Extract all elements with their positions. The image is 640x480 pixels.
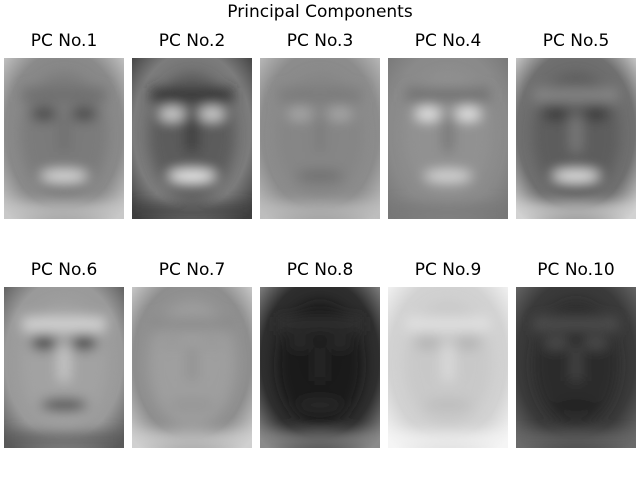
- eigenface-image: [4, 287, 124, 448]
- right-eye-region: [327, 107, 353, 121]
- component-panel: PC No.3: [260, 31, 380, 219]
- nose-region: [570, 347, 582, 381]
- component-label: PC No.3: [286, 31, 354, 51]
- right-eye-region: [71, 336, 97, 350]
- mouth-region: [424, 170, 472, 182]
- left-eye-region: [31, 107, 57, 121]
- nose-region: [570, 118, 582, 152]
- neck-region: [132, 203, 252, 219]
- brow-region: [22, 317, 106, 331]
- neck-region: [516, 203, 636, 219]
- component-panel: PC No.7: [132, 260, 252, 448]
- mouth-region: [40, 170, 88, 182]
- neck-region: [388, 203, 508, 219]
- neck-region: [260, 203, 380, 219]
- brow-region: [278, 88, 362, 102]
- left-eye-region: [543, 107, 569, 121]
- nose-region: [58, 118, 70, 152]
- brow-region: [534, 88, 618, 102]
- left-eye-region: [159, 107, 185, 121]
- eigenface-image: [516, 287, 636, 448]
- neck-region: [4, 432, 124, 448]
- neck-region: [132, 432, 252, 448]
- brow-region: [406, 88, 490, 102]
- component-panel: PC No.4: [388, 31, 508, 219]
- brow-region: [534, 317, 618, 331]
- component-label: PC No.4: [414, 31, 482, 51]
- eigenface-image: [388, 287, 508, 448]
- component-label: PC No.5: [542, 31, 610, 51]
- left-eye-region: [415, 336, 441, 350]
- mouth-region: [168, 399, 216, 411]
- left-eye-region: [543, 336, 569, 350]
- brow-region: [278, 317, 362, 331]
- neck-region: [388, 432, 508, 448]
- component-label: PC No.10: [537, 260, 615, 280]
- nose-region: [314, 347, 326, 381]
- component-label: PC No.8: [286, 260, 354, 280]
- mouth-region: [552, 170, 600, 182]
- component-label: PC No.9: [414, 260, 482, 280]
- component-panel: PC No.6: [4, 260, 124, 448]
- nose-region: [314, 118, 326, 152]
- mouth-region: [40, 399, 88, 411]
- right-eye-region: [71, 107, 97, 121]
- component-label: PC No.7: [158, 260, 226, 280]
- nose-region: [186, 347, 198, 381]
- neck-region: [516, 432, 636, 448]
- brow-region: [150, 317, 234, 331]
- right-eye-region: [199, 336, 225, 350]
- nose-region: [186, 118, 198, 152]
- right-eye-region: [455, 107, 481, 121]
- right-eye-region: [455, 336, 481, 350]
- eigenface-image: [260, 287, 380, 448]
- right-eye-region: [583, 336, 609, 350]
- component-panel: PC No.5: [516, 31, 636, 219]
- component-panel: PC No.10: [516, 260, 636, 448]
- figure-title: Principal Components: [227, 2, 413, 22]
- mouth-region: [296, 170, 344, 182]
- component-label: PC No.2: [158, 31, 226, 51]
- neck-region: [260, 432, 380, 448]
- brow-region: [406, 317, 490, 331]
- left-eye-region: [287, 336, 313, 350]
- eigenface-image: [260, 58, 380, 219]
- component-label: PC No.6: [30, 260, 98, 280]
- neck-region: [4, 203, 124, 219]
- mouth-region: [168, 170, 216, 182]
- right-eye-region: [327, 336, 353, 350]
- brow-region: [22, 88, 106, 102]
- eigenface-image: [132, 287, 252, 448]
- mouth-region: [424, 399, 472, 411]
- component-label: PC No.1: [30, 31, 98, 51]
- left-eye-region: [415, 107, 441, 121]
- eigenface-image: [4, 58, 124, 219]
- mouth-region: [552, 399, 600, 411]
- eigenface-image: [388, 58, 508, 219]
- component-panel: PC No.8: [260, 260, 380, 448]
- component-panel: PC No.2: [132, 31, 252, 219]
- brow-region: [150, 88, 234, 102]
- right-eye-region: [199, 107, 225, 121]
- nose-region: [442, 118, 454, 152]
- left-eye-region: [159, 336, 185, 350]
- component-panel: PC No.1: [4, 31, 124, 219]
- mouth-region: [296, 399, 344, 411]
- left-eye-region: [31, 336, 57, 350]
- nose-region: [58, 347, 70, 381]
- left-eye-region: [287, 107, 313, 121]
- component-panel: PC No.9: [388, 260, 508, 448]
- eigenface-image: [132, 58, 252, 219]
- nose-region: [442, 347, 454, 381]
- right-eye-region: [583, 107, 609, 121]
- eigenface-image: [516, 58, 636, 219]
